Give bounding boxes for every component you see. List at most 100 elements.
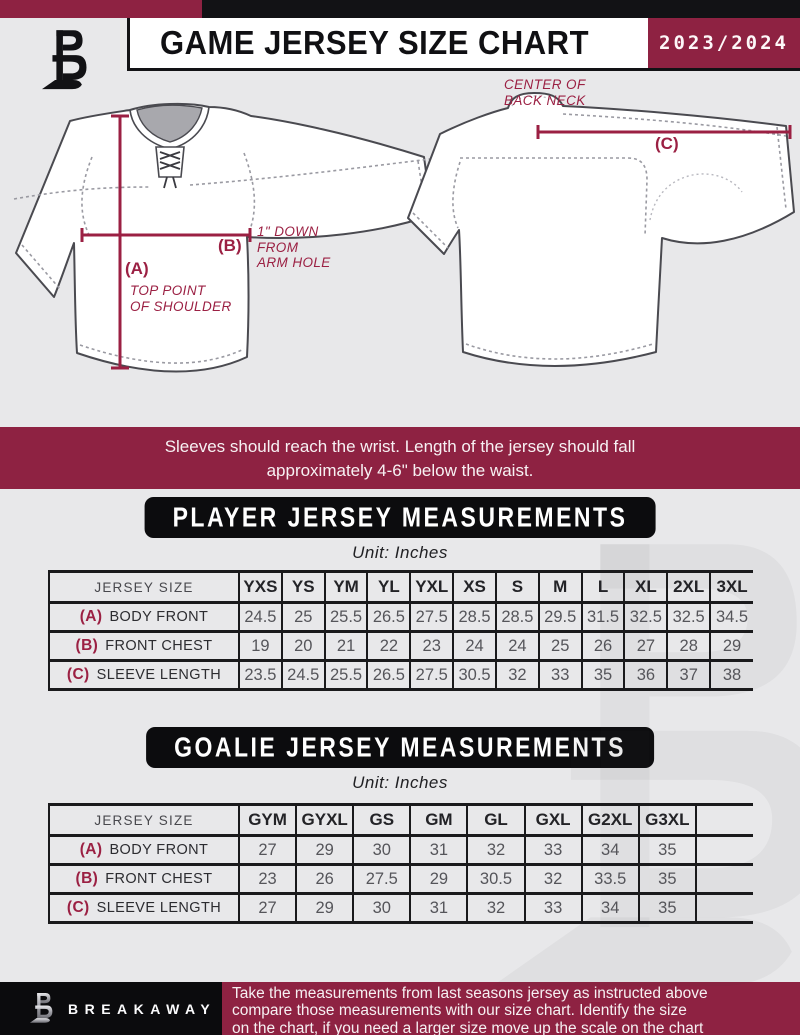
measurement-cell: 26 bbox=[580, 630, 625, 662]
size-column-header: YS bbox=[280, 570, 325, 604]
footer-brand-block: BREAKAWAY bbox=[0, 982, 222, 1035]
measurement-cell: 27 bbox=[237, 892, 297, 924]
size-column-header bbox=[694, 803, 753, 837]
measurement-cell: 29 bbox=[409, 863, 468, 895]
measurement-cell: 30.5 bbox=[452, 659, 496, 691]
size-column-header: 2XL bbox=[666, 570, 711, 604]
footer-note-line-1: Take the measurements from last seasons … bbox=[232, 985, 708, 1002]
size-column-header: G3XL bbox=[637, 803, 696, 837]
measurement-cell: 35 bbox=[637, 863, 696, 895]
measurement-cell: 35 bbox=[580, 659, 625, 691]
measurement-cell: 25.5 bbox=[323, 659, 368, 691]
measurement-cell: 21 bbox=[323, 630, 368, 662]
measurement-cell: 32 bbox=[466, 834, 525, 866]
measurement-cell: 26 bbox=[295, 863, 354, 895]
measurement-row-label: (C) SLEEVE LENGTH bbox=[48, 659, 239, 691]
page-title: GAME JERSEY SIZE CHART bbox=[160, 23, 590, 62]
size-header-row: JERSEY SIZE YXS YS YM YL YXL XS S M L XL 2XL 3XL bbox=[48, 570, 753, 604]
top-bar-red-segment bbox=[0, 0, 202, 18]
player-section-heading: PLAYER JERSEY MEASUREMENTS bbox=[144, 497, 656, 538]
label-b-note: 1" DOWN FROM ARM HOLE bbox=[257, 224, 331, 270]
banner-line-1: Sleeves should reach the wrist. Length o… bbox=[164, 436, 636, 456]
jersey-size-corner-label: JERSEY SIZE bbox=[48, 803, 239, 837]
measurement-cell: 27.5 bbox=[409, 659, 454, 691]
size-column-header: GYM bbox=[237, 803, 297, 837]
measurement-cell: 32.5 bbox=[623, 601, 668, 633]
size-column-header: XL bbox=[623, 570, 668, 604]
measurement-row: (B) FRONT CHEST 19 20 21 22 23 24 24 25 26 27 28 29 bbox=[48, 630, 753, 662]
measurement-row: (C) SLEEVE LENGTH 27 29 30 31 32 33 34 35 bbox=[48, 892, 753, 924]
measurement-row-label: (A) BODY FRONT bbox=[48, 601, 239, 633]
measurement-cell bbox=[694, 863, 753, 895]
measurement-cell: 25.5 bbox=[323, 601, 368, 633]
size-column-header: 3XL bbox=[709, 570, 753, 604]
measurement-cell bbox=[694, 892, 753, 924]
measurement-cell: 19 bbox=[238, 630, 282, 662]
label-c-note: CENTER OF BACK NECK bbox=[504, 77, 586, 108]
measurement-cell: 23.5 bbox=[238, 659, 282, 691]
player-unit-label: Unit: Inches bbox=[352, 543, 448, 562]
goalie-unit-label: Unit: Inches bbox=[352, 773, 448, 792]
banner-line-2: approximately 4-6" below the waist. bbox=[266, 460, 534, 480]
measurement-cell: 23 bbox=[237, 863, 297, 895]
measurement-cell: 26.5 bbox=[366, 659, 411, 691]
measurement-cell: 33.5 bbox=[580, 863, 639, 895]
measurement-cell: 32 bbox=[523, 863, 582, 895]
front-jersey-illustration bbox=[13, 102, 433, 373]
size-column-header: YXL bbox=[409, 570, 454, 604]
measurement-cell: 31 bbox=[409, 834, 468, 866]
measurement-key: (A) bbox=[79, 841, 103, 858]
measurement-cell: 28.5 bbox=[494, 601, 539, 633]
player-size-table: JERSEY SIZE YXS YS YM YL YXL XS S M L XL 2XL 3XL (A) B… bbox=[48, 570, 753, 691]
measurement-cell: 34.5 bbox=[709, 601, 753, 633]
season-badge: 2023/2024 bbox=[648, 18, 800, 68]
measurement-cell: 26.5 bbox=[366, 601, 411, 633]
measurement-cell: 22 bbox=[366, 630, 411, 662]
measurement-cell: 31.5 bbox=[580, 601, 625, 633]
measurement-cell: 37 bbox=[666, 659, 711, 691]
measurement-cell: 27.5 bbox=[409, 601, 454, 633]
footer-note-line-2: compare those measurements with our size… bbox=[232, 1002, 687, 1020]
size-column-header: GXL bbox=[523, 803, 582, 837]
measurement-cell: 27 bbox=[237, 834, 297, 866]
page-title-box: GAME JERSEY SIZE CHART bbox=[127, 18, 648, 68]
measurement-cell: 34 bbox=[580, 892, 639, 924]
label-c: (C) bbox=[655, 134, 679, 153]
fit-instruction-banner: Sleeves should reach the wrist. Length o… bbox=[0, 427, 800, 489]
title-underline bbox=[127, 68, 800, 71]
measurement-line-c bbox=[536, 125, 792, 139]
size-column-header: XS bbox=[452, 570, 496, 604]
measurement-cell: 27 bbox=[623, 630, 668, 662]
measurement-cell: 24.5 bbox=[280, 659, 325, 691]
measurement-cell: 32 bbox=[466, 892, 525, 924]
measurement-name: SLEEVE LENGTH bbox=[96, 900, 222, 916]
label-b: (B) bbox=[218, 236, 242, 255]
measurement-cell: 32 bbox=[494, 659, 539, 691]
jersey-size-corner-label: JERSEY SIZE bbox=[48, 570, 239, 604]
top-bar-black-segment bbox=[202, 0, 800, 18]
measurement-name: BODY FRONT bbox=[109, 609, 209, 625]
measurement-cell: 29 bbox=[295, 834, 354, 866]
goalie-section-heading: GOALIE JERSEY MEASUREMENTS bbox=[146, 727, 654, 768]
measurement-row: (B) FRONT CHEST 23 26 27.5 29 30.5 32 33.5 35 bbox=[48, 863, 753, 895]
measurement-cell: 24.5 bbox=[238, 601, 282, 633]
measurement-row-label: (C) SLEEVE LENGTH bbox=[48, 892, 239, 924]
measurement-cell: 29 bbox=[295, 892, 354, 924]
measurement-name: SLEEVE LENGTH bbox=[96, 667, 222, 683]
jersey-diagram-area: (A) TOP POINT OF SHOULDER (B) 1" DOWN FR… bbox=[0, 70, 800, 427]
size-column-header: GM bbox=[409, 803, 468, 837]
measurement-cell: 35 bbox=[637, 834, 696, 866]
measurement-cell: 36 bbox=[623, 659, 668, 691]
size-column-header: S bbox=[494, 570, 539, 604]
measurement-cell: 30 bbox=[352, 892, 411, 924]
measurement-cell: 23 bbox=[409, 630, 454, 662]
measurement-cell bbox=[694, 834, 753, 866]
measurement-line-b bbox=[80, 228, 252, 242]
size-header-row: JERSEY SIZE GYM GYXL GS GM GL GXL G2XL G3XL bbox=[48, 803, 753, 837]
measurement-cell: 35 bbox=[637, 892, 696, 924]
size-column-header: GYXL bbox=[295, 803, 354, 837]
measurement-line-a bbox=[111, 114, 129, 370]
measurement-cell: 30.5 bbox=[466, 863, 525, 895]
measurement-key: (B) bbox=[75, 870, 99, 887]
